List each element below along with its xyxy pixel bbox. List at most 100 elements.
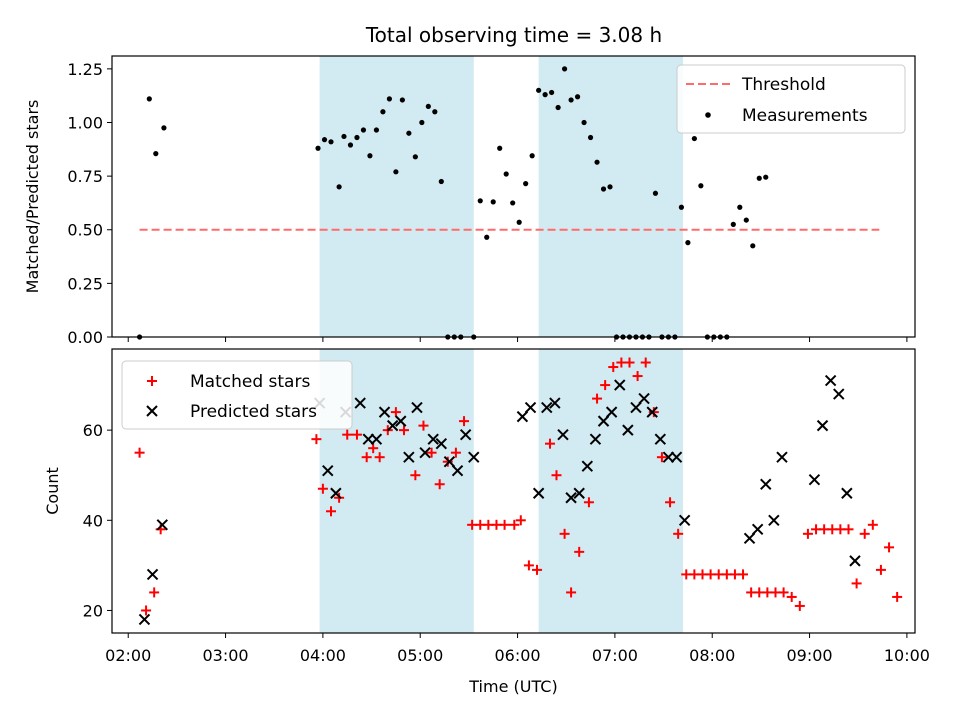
- matched-star-point: [374, 452, 385, 463]
- matched-star-point: [608, 362, 619, 373]
- measurement-point: [685, 240, 691, 246]
- chart-title: Total observing time = 3.08 h: [365, 23, 662, 47]
- measurement-point: [399, 97, 405, 103]
- measurement-point: [574, 94, 581, 100]
- x-b: [557, 428, 569, 441]
- predicted-star-point: [743, 532, 756, 545]
- x-tick-label: 09:00: [787, 646, 833, 665]
- axes-frame: [111, 55, 916, 338]
- matched-star-point: [545, 438, 555, 449]
- matched-star-point: [499, 519, 510, 530]
- predicted-star-point: [403, 451, 415, 463]
- x-b: [516, 410, 529, 423]
- y-tick-label: 0.00: [67, 328, 103, 347]
- predicted-star-point: [419, 446, 431, 459]
- measurement-point: [750, 243, 756, 249]
- x-b: [849, 555, 861, 567]
- measurement-point: [412, 154, 418, 160]
- x-b: [589, 433, 602, 445]
- matched-star-point: [523, 560, 534, 571]
- x-tick-label: 03:00: [203, 646, 249, 665]
- matched-star-point: [600, 380, 611, 391]
- x-b: [614, 379, 626, 391]
- x-b: [362, 433, 375, 445]
- measurement-point: [743, 217, 749, 223]
- predicted-star-point: [605, 406, 618, 418]
- matched-star-point: [141, 605, 152, 616]
- x-tick-label: 08:00: [689, 646, 735, 665]
- axes-frame: [111, 348, 916, 634]
- predicted-star-point: [776, 451, 788, 463]
- y-tick-label: 60: [83, 421, 103, 440]
- x-b: [760, 478, 772, 490]
- predicted-star-point: [524, 401, 537, 414]
- matched-star-point: [624, 357, 635, 368]
- predicted-star-point: [654, 433, 667, 445]
- matched-star-point: [134, 447, 145, 458]
- y-tick-label: 0.50: [67, 221, 103, 240]
- legend-box: [676, 64, 906, 134]
- x-b: [459, 428, 472, 441]
- x-b: [419, 446, 431, 459]
- matched-star-point: [442, 456, 453, 467]
- measurement-point: [315, 145, 321, 151]
- matched-star-point: [875, 564, 886, 575]
- measurement-point: [438, 178, 444, 185]
- x-b: [156, 519, 168, 531]
- measurement-point: [691, 135, 697, 142]
- measurement-point: [367, 153, 373, 159]
- predicted-star-point: [362, 433, 375, 445]
- x-b: [565, 492, 577, 504]
- measurement-point: [523, 181, 529, 187]
- predicted-star-point: [443, 455, 456, 468]
- measurement-point: [153, 150, 159, 157]
- y-axis-label: Matched/Predicted stars: [23, 100, 42, 294]
- x-b: [662, 451, 675, 463]
- x-b: [395, 415, 407, 427]
- x-tick-label: 02:00: [105, 646, 151, 665]
- predicted-star-point: [589, 433, 602, 445]
- x-b: [597, 415, 610, 427]
- x-b: [443, 455, 456, 468]
- predicted-star-point: [565, 492, 577, 504]
- x-b: [573, 487, 585, 499]
- predicted-star-point: [557, 428, 569, 441]
- measurement-point: [432, 109, 438, 115]
- matched-star-point: [859, 528, 870, 539]
- measurement-point: [336, 184, 342, 190]
- x-b: [622, 424, 634, 436]
- x-b: [646, 406, 658, 418]
- predicted-star-point: [395, 415, 407, 427]
- predicted-star-point: [614, 379, 626, 391]
- x-b: [768, 514, 780, 527]
- measurement-point: [386, 96, 392, 102]
- x-b: [386, 419, 399, 432]
- matched-star-point: [592, 393, 603, 404]
- x-b: [638, 392, 650, 405]
- predicted-star-point: [549, 397, 561, 409]
- y-tick-label: 20: [83, 601, 103, 620]
- measurement-point: [425, 103, 431, 110]
- predicted-star-point: [808, 474, 821, 486]
- measurement-point: [730, 221, 736, 227]
- x-b: [670, 451, 683, 463]
- predicted-star-point: [597, 415, 610, 427]
- x-b: [824, 374, 837, 387]
- matched-star-point: [459, 416, 470, 427]
- predicted-star-point: [468, 451, 480, 463]
- predicted-star-point: [622, 424, 634, 436]
- measurement-point: [516, 219, 522, 225]
- predicted-star-point: [146, 568, 159, 581]
- measurement-point: [354, 134, 360, 141]
- predicted-star-point: [370, 433, 383, 445]
- matched-star-point: [648, 407, 659, 418]
- x-b: [605, 406, 618, 418]
- y-tick-label: 40: [83, 511, 103, 530]
- legend-predicted-label: Predicted stars: [190, 402, 317, 422]
- matched-star-point: [351, 429, 362, 440]
- legend: Threshold Measurements: [676, 64, 906, 134]
- measurement-point: [652, 190, 659, 196]
- matched-star-point: [884, 542, 895, 553]
- x-b: [146, 568, 159, 581]
